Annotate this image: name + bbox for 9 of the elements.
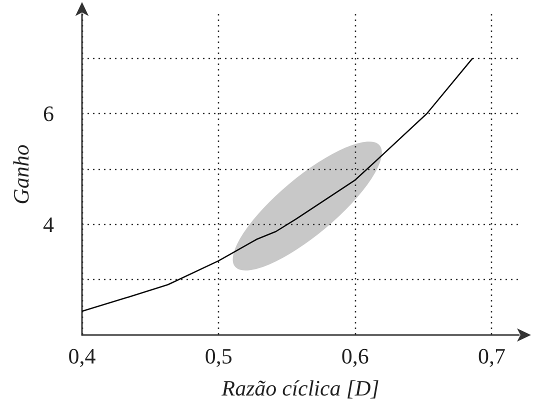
x-tick-label: 0,7 <box>478 344 506 368</box>
x-axis-title: Razão cíclica [D] <box>220 376 380 400</box>
x-tick-label: 0,5 <box>204 344 232 368</box>
y-axis-title: Ganho <box>8 144 34 204</box>
x-tick-label: 0,6 <box>341 344 369 368</box>
x-tick-label: 0,4 <box>68 344 96 368</box>
y-tick-label: 6 <box>43 101 54 126</box>
y-tick-label: 4 <box>43 212 54 237</box>
line-series <box>81 58 474 312</box>
